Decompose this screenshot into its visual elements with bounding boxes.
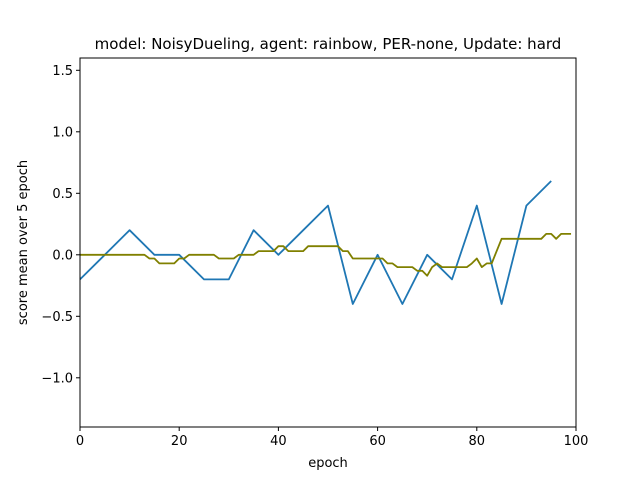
x-axis-title: epoch <box>308 456 348 471</box>
x-tick-label: 40 <box>270 434 287 449</box>
y-tick-label: 0.0 <box>52 248 73 263</box>
x-tick-label: 20 <box>171 434 188 449</box>
plot-area <box>79 180 572 305</box>
y-axis-title: score mean over 5 epoch <box>16 160 31 325</box>
x-tick-label: 100 <box>564 434 589 449</box>
x-tick-label: 60 <box>369 434 386 449</box>
x-tick-label: 80 <box>469 434 486 449</box>
y-tick-label: 0.5 <box>52 187 73 202</box>
chart-title: model: NoisyDueling, agent: rainbow, PER… <box>95 35 562 53</box>
y-tick-label: 1.0 <box>52 125 73 140</box>
y-axis: −1.0 −0.5 0.0 0.5 1.0 1.5 <box>41 64 80 386</box>
y-tick-label: −1.0 <box>41 371 73 386</box>
y-tick-label: 1.5 <box>52 64 73 79</box>
x-tick-label: 0 <box>76 434 84 449</box>
series-line-2 <box>80 232 572 277</box>
x-axis: 0 20 40 60 80 100 <box>76 427 589 449</box>
series-line-1 <box>79 180 552 305</box>
y-tick-label: −0.5 <box>41 310 73 325</box>
axes-frame <box>79 57 577 428</box>
